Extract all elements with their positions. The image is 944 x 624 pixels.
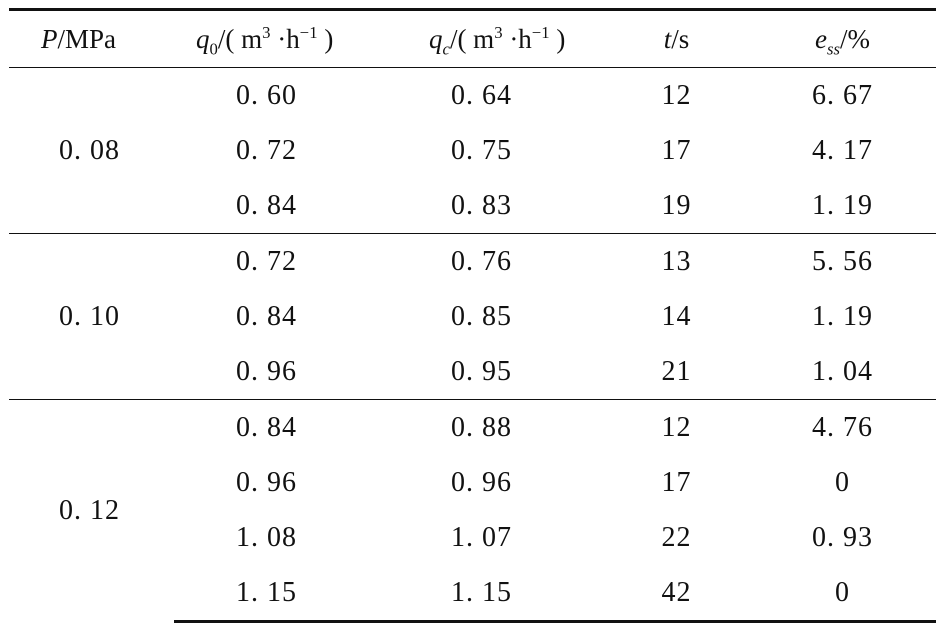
q0-cell: 0. 72 <box>174 233 359 289</box>
error-cell: 0. 93 <box>812 521 873 553</box>
time-cell: 12 <box>604 399 749 455</box>
table-row: 0. 84 0. 85 14 1. 19 <box>9 289 936 344</box>
table-row: 0. 84 0. 83 19 1. 19 <box>9 178 936 234</box>
time-cell: 17 <box>661 134 692 166</box>
q0-cell: 0. 96 <box>236 466 297 498</box>
error-cell: 4. 76 <box>749 399 936 455</box>
header-row: P/MPa q0/( m3 ·h−1 ) qc/( m3 ·h−1 ) t/s … <box>9 8 936 68</box>
header-q0-dot: ·h <box>270 23 300 54</box>
qc-cell: 0. 96 <box>451 466 512 498</box>
pressure-cell: 0. 08 <box>9 67 174 234</box>
error-cell: 0 <box>749 565 936 623</box>
qc-cell: 0. 95 <box>451 355 512 387</box>
table-row: 0. 12 0. 84 0. 88 12 4. 76 <box>9 399 936 622</box>
qc-cell: 0. 83 <box>451 189 512 221</box>
time-cell: 13 <box>604 233 749 289</box>
qc-cell: 0. 75 <box>451 134 512 166</box>
error-cell: 1. 19 <box>812 189 873 221</box>
q0-cell: 1. 15 <box>174 565 359 623</box>
qc-cell: 1. 07 <box>451 521 512 553</box>
header-time-unit: /s <box>671 23 690 54</box>
header-q0-unit-close: ) <box>317 23 334 54</box>
table-row: 1. 08 1. 07 22 0. 93 <box>9 510 936 565</box>
header-pressure-unit: /MPa <box>57 23 117 54</box>
time-cell: 42 <box>604 565 749 623</box>
header-qc-unit-open: /( m <box>449 23 495 54</box>
qc-cell: 0. 88 <box>359 399 604 455</box>
table-header: P/MPa q0/( m3 ·h−1 ) qc/( m3 ·h−1 ) t/s … <box>9 8 936 68</box>
header-qc-unit-close: ) <box>549 23 566 54</box>
qc-cell: 0. 85 <box>451 300 512 332</box>
group-2: 0. 12 0. 84 0. 88 12 4. 76 0. 96 0. 96 1… <box>9 399 936 623</box>
qc-cell: 1. 15 <box>359 565 604 623</box>
header-qc-subscript: c <box>442 38 450 58</box>
header-pressure: P/MPa <box>9 8 174 68</box>
header-error-unit: /% <box>840 23 870 54</box>
q0-cell: 0. 84 <box>236 189 297 221</box>
table-row: 0. 08 0. 60 0. 64 12 6. 67 <box>9 67 936 234</box>
header-qc-symbol: q <box>429 23 443 54</box>
time-cell: 21 <box>661 355 692 387</box>
table-row: 1. 15 1. 15 42 0 <box>9 565 936 623</box>
q0-cell: 0. 96 <box>236 355 297 387</box>
table-row: 0. 96 0. 95 21 1. 04 <box>9 344 936 400</box>
group-1: 0. 10 0. 72 0. 76 13 5. 56 0. 84 0. 85 1… <box>9 233 936 400</box>
q0-cell: 0. 60 <box>174 67 359 123</box>
pressure-cell: 0. 10 <box>9 233 174 400</box>
time-cell: 17 <box>661 466 692 498</box>
qc-cell: 0. 64 <box>359 67 604 123</box>
header-error-subscript: ss <box>826 38 840 58</box>
q0-cell: 0. 72 <box>236 134 297 166</box>
time-cell: 19 <box>661 189 692 221</box>
header-q0-symbol: q <box>196 23 210 54</box>
table-row: 0. 96 0. 96 17 0 <box>9 455 936 510</box>
header-time: t/s <box>604 8 749 68</box>
pressure-cell: 0. 12 <box>9 399 174 622</box>
data-table: P/MPa q0/( m3 ·h−1 ) qc/( m3 ·h−1 ) t/s … <box>9 8 936 623</box>
error-cell: 5. 56 <box>749 233 936 289</box>
header-error: ess/% <box>749 8 936 68</box>
header-error-symbol: e <box>814 23 827 54</box>
table-row: 0. 10 0. 72 0. 76 13 5. 56 <box>9 233 936 400</box>
time-cell: 22 <box>661 521 692 553</box>
header-q0-subscript: 0 <box>209 38 218 58</box>
group-0: 0. 08 0. 60 0. 64 12 6. 67 0. 72 0. 75 1… <box>9 67 936 234</box>
header-qc-dot: ·h <box>502 23 532 54</box>
q0-cell: 1. 08 <box>236 521 297 553</box>
table-row: 0. 72 0. 75 17 4. 17 <box>9 123 936 178</box>
header-qc-sup1: 3 <box>494 22 503 42</box>
error-cell: 0 <box>835 466 850 498</box>
error-cell: 6. 67 <box>749 67 936 123</box>
header-q0-sup2: −1 <box>299 22 318 42</box>
error-cell: 1. 19 <box>812 300 873 332</box>
error-cell: 4. 17 <box>812 134 873 166</box>
data-table-container: P/MPa q0/( m3 ·h−1 ) qc/( m3 ·h−1 ) t/s … <box>9 8 936 623</box>
header-q0-sup1: 3 <box>262 22 271 42</box>
header-q0: q0/( m3 ·h−1 ) <box>174 8 359 68</box>
qc-cell: 0. 76 <box>359 233 604 289</box>
time-cell: 14 <box>661 300 692 332</box>
q0-cell: 0. 84 <box>174 399 359 455</box>
error-cell: 1. 04 <box>812 355 873 387</box>
header-qc-sup2: −1 <box>531 22 550 42</box>
time-cell: 12 <box>604 67 749 123</box>
header-pressure-symbol: P <box>41 23 58 54</box>
header-q0-unit-open: /( m <box>217 23 263 54</box>
header-qc: qc/( m3 ·h−1 ) <box>359 8 604 68</box>
header-time-symbol: t <box>663 23 672 54</box>
q0-cell: 0. 84 <box>236 300 297 332</box>
